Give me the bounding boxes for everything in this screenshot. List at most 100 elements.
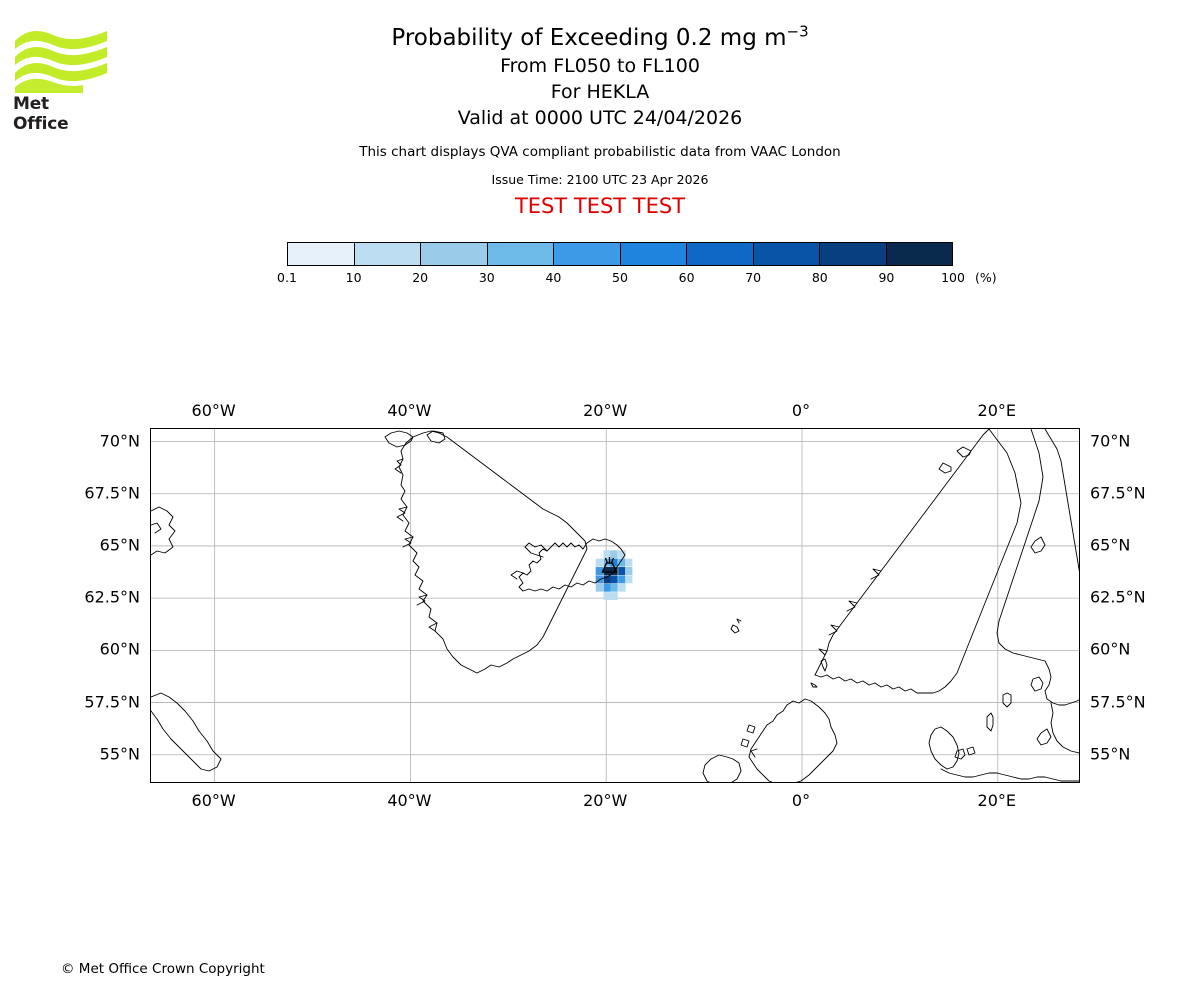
ash-cell-14 <box>603 575 611 584</box>
ash-cell-9 <box>603 567 611 575</box>
lat-label-right-70°N: 70°N <box>1090 431 1131 451</box>
lat-label-left-57.5°N: 57.5°N <box>84 692 140 712</box>
great-britain-coast <box>748 698 838 782</box>
title-flight-levels: From FL050 to FL100 <box>500 55 700 77</box>
colorbar-tick-10: 10 <box>345 270 362 285</box>
ash-cell-11 <box>618 567 626 575</box>
lon-label-bottom-20°W: 20°W <box>583 791 628 810</box>
baffin-detail <box>151 522 162 534</box>
coastlines <box>151 429 1079 782</box>
greenland-coast <box>398 430 588 674</box>
norway-west-coast <box>814 429 990 676</box>
lat-label-left-55°N: 55°N <box>99 744 140 764</box>
denmark-jutland <box>928 726 960 770</box>
lat-label-left-65°N: 65°N <box>99 535 140 555</box>
ash-cell-6 <box>618 558 626 567</box>
colorbar-segment-0 <box>288 243 355 265</box>
ash-cell-7 <box>625 558 633 567</box>
met-office-logo: Met Office <box>13 27 109 134</box>
iceland-westfjords <box>524 542 548 558</box>
map-gridlines <box>151 429 1079 782</box>
colorbar-segment-3 <box>487 243 554 265</box>
orkney-islands <box>810 682 818 688</box>
copyright-notice: © Met Office Crown Copyright <box>61 961 265 977</box>
colorbar-tick-40: 40 <box>545 270 562 285</box>
colorbar-unit-label: (%) <box>975 270 997 285</box>
finland-lake <box>1030 536 1046 554</box>
ash-cell-22 <box>603 592 611 601</box>
greenland-fjord-1 <box>394 458 404 474</box>
faroe-islands <box>730 624 740 634</box>
lon-label-bottom-60°W: 60°W <box>191 791 236 810</box>
ash-cell-19 <box>603 583 611 592</box>
germany-poland-coast <box>940 768 1079 782</box>
finland-coast <box>996 429 1046 662</box>
lon-label-top-60°W: 60°W <box>191 401 236 420</box>
colorbar-tick-20: 20 <box>412 270 429 285</box>
colorbar-ticks: 0.1 10 20 30 40 50 60 70 80 90 100 <box>277 270 965 288</box>
volcano-eruption-line-0 <box>604 557 609 564</box>
lat-label-left-62.5°N: 62.5°N <box>84 587 140 607</box>
lofoten-islands <box>956 446 972 458</box>
lon-label-top-20°W: 20°W <box>583 401 628 420</box>
colorbar-gradient <box>287 242 953 266</box>
map-frame[interactable] <box>150 428 1080 783</box>
map-container: 60°W 60°W 40°W 40°W 20°W 20°W 0° 0° 20°E 20°E 70°N… <box>84 401 1145 810</box>
baltic-coast <box>1044 660 1079 706</box>
denmark-zealand <box>954 748 966 760</box>
colorbar-tick-60: 60 <box>678 270 695 285</box>
met-office-logo-text: Met Office <box>13 94 69 134</box>
lat-label-right-55°N: 55°N <box>1090 744 1131 764</box>
title-volcano: For HEKLA <box>550 81 650 103</box>
colorbar-tick-80: 80 <box>811 270 828 285</box>
lat-label-right-67.5°N: 67.5°N <box>1090 483 1146 503</box>
lat-label-right-60°N: 60°N <box>1090 639 1131 659</box>
ash-cell-5 <box>610 558 618 567</box>
ash-cell-18 <box>595 583 604 592</box>
title-superscript: −3 <box>786 22 809 41</box>
volcano-eruption-line-2 <box>610 557 615 564</box>
iceland-west-detail <box>510 570 524 580</box>
colorbar-tick-70: 70 <box>745 270 762 285</box>
colorbar-tick-50: 50 <box>612 270 628 285</box>
norway-fjord-2 <box>846 600 858 612</box>
oland-island <box>986 712 994 732</box>
norway-fjord-1 <box>870 568 882 580</box>
baffin-coast <box>151 506 176 556</box>
norway-fjord-4 <box>818 648 828 656</box>
title-valid-time: Valid at 0000 UTC 24/04/2026 <box>457 107 743 129</box>
ash-cell-21 <box>618 583 626 592</box>
ash-cell-12 <box>625 567 633 575</box>
lofoten-islands-2 <box>938 462 952 474</box>
volcano-triangle-icon <box>601 562 618 573</box>
lon-label-top-0°: 0° <box>791 401 811 420</box>
iceland-coast <box>518 538 626 592</box>
lat-label-right-65°N: 65°N <box>1090 535 1131 555</box>
colorbar-segment-7 <box>753 243 820 265</box>
ash-cell-3 <box>595 558 604 567</box>
probability-colorbar: 0.1 10 20 30 40 50 60 70 80 90 100 <box>277 242 965 288</box>
chart-title-block: Probability of Exceeding 0.2 mg m−3 From… <box>0 24 1200 219</box>
ash-cell-13 <box>595 575 604 584</box>
issue-time: Issue Time: 2100 UTC 23 Apr 2026 <box>491 172 709 187</box>
sweden-east-coast <box>916 429 1022 694</box>
lat-label-right-62.5°N: 62.5°N <box>1090 587 1146 607</box>
ireland-coast <box>702 754 742 782</box>
met-office-wave-icon <box>15 31 107 93</box>
ash-cell-23 <box>610 592 618 601</box>
finland-russia-border <box>1044 429 1079 572</box>
colorbar-tick-30: 30 <box>478 270 495 285</box>
colorbar-segment-6 <box>687 243 754 265</box>
colorbar-tick-90: 90 <box>878 270 895 285</box>
ash-cell-15 <box>610 575 618 584</box>
lon-label-bottom-20°E: 20°E <box>977 791 1017 810</box>
ash-cell-8 <box>595 567 604 575</box>
colorbar-segment-2 <box>421 243 488 265</box>
ash-cell-20 <box>610 583 618 592</box>
test-banner: TEST TEST TEST <box>514 194 686 218</box>
norway-south-coast <box>814 674 918 694</box>
lon-label-top-20°E: 20°E <box>977 401 1017 420</box>
page-title: Probability of Exceeding 0.2 mg m−3 <box>0 24 1200 53</box>
ash-cell-2 <box>618 550 626 559</box>
map-plot <box>151 429 1079 782</box>
